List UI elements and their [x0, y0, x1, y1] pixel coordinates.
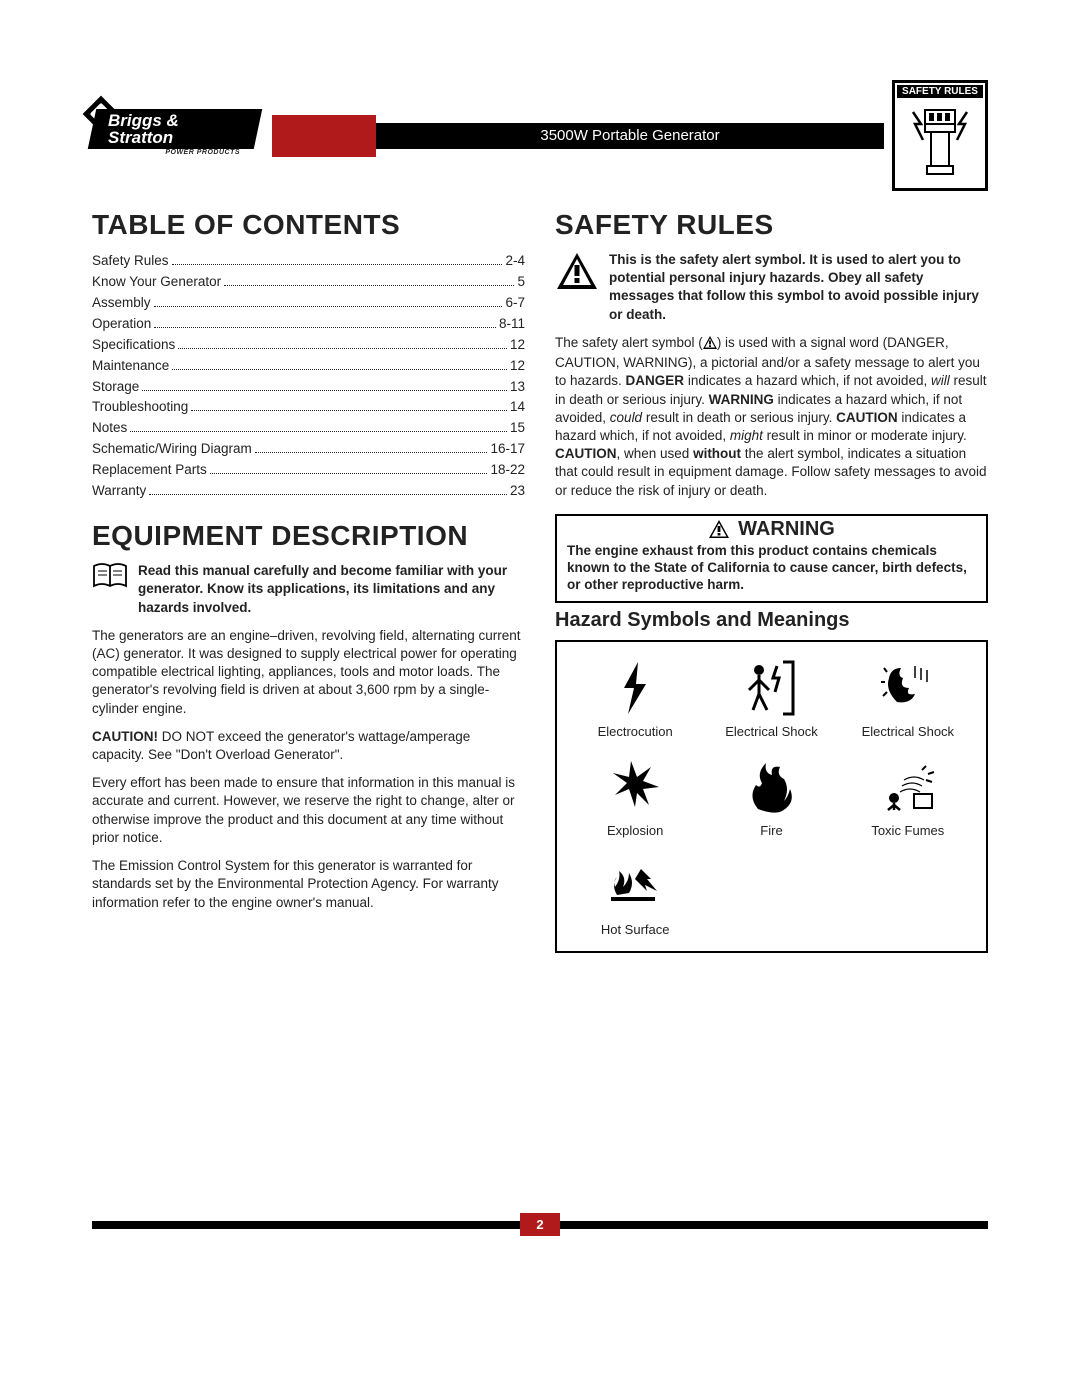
hazard-icon: [725, 658, 817, 718]
equipment-heading: EQUIPMENT DESCRIPTION: [92, 520, 525, 552]
hazard-icon: [746, 757, 796, 817]
equipment-p2: Every effort has been made to ensure tha…: [92, 774, 525, 847]
hazard-subheading: Hazard Symbols and Meanings: [555, 609, 988, 632]
inline-alert-icon: [703, 336, 717, 354]
page: Briggs & Stratton POWER PRODUCTS 3500W P…: [0, 0, 1080, 1276]
hazard-label: Fire: [746, 823, 796, 838]
footer-bar: 2: [92, 1213, 988, 1236]
equipment-p1: The generators are an engine–driven, rev…: [92, 627, 525, 718]
toc-label: Operation: [92, 314, 151, 335]
toc-label: Know Your Generator: [92, 272, 221, 293]
content-columns: TABLE OF CONTENTS Safety Rules2-4Know Yo…: [92, 209, 988, 953]
brand-name: Briggs & Stratton: [108, 112, 248, 146]
hazard-item: Electrical Shock: [862, 658, 954, 739]
toc-row: Troubleshooting 14: [92, 397, 525, 418]
toc-row: Specifications 12: [92, 335, 525, 356]
warning-body: The engine exhaust from this product con…: [557, 541, 986, 602]
hazard-item: Toxic Fumes: [871, 757, 944, 838]
toc-row: Replacement Parts 18-22: [92, 460, 525, 481]
hazard-item: Electrocution: [598, 658, 673, 739]
toc-row: Safety Rules 2-4: [92, 251, 525, 272]
hazard-label: Toxic Fumes: [871, 823, 944, 838]
hazard-label: Hot Surface: [601, 922, 670, 937]
open-book-icon: [92, 562, 128, 597]
warning-box: WARNING The engine exhaust from this pro…: [555, 514, 988, 604]
toc-label: Maintenance: [92, 356, 169, 377]
page-number: 2: [520, 1213, 559, 1236]
safety-alert-row: This is the safety alert symbol. It is u…: [555, 251, 988, 324]
toc-label: Schematic/Wiring Diagram: [92, 439, 252, 460]
hazard-label: Electrocution: [598, 724, 673, 739]
toc-page: 5: [517, 272, 525, 293]
toc-label: Replacement Parts: [92, 460, 207, 481]
equipment-p3: The Emission Control System for this gen…: [92, 857, 525, 912]
red-accent-block: [272, 115, 376, 157]
hazard-item: Fire: [746, 757, 796, 838]
toc-page: 15: [510, 418, 525, 439]
toc-label: Assembly: [92, 293, 151, 314]
toc-label: Storage: [92, 377, 139, 398]
toc-page: 16-17: [490, 439, 525, 460]
toc-row: Warranty 23: [92, 481, 525, 502]
toc-row: Maintenance 12: [92, 356, 525, 377]
hazard-item: Hot Surface: [601, 856, 670, 937]
warning-triangle-icon: [708, 519, 730, 539]
hazard-item: Explosion: [607, 757, 663, 838]
badge-title: SAFETY RULES: [897, 85, 983, 98]
toc-page: 6-7: [505, 293, 525, 314]
safety-alert-bold: This is the safety alert symbol. It is u…: [609, 252, 979, 322]
warning-header: WARNING: [557, 516, 986, 541]
hazard-icon: [607, 757, 663, 817]
hazard-icon: [862, 658, 954, 718]
toc-row: Assembly 6-7: [92, 293, 525, 314]
hazard-icon: [871, 757, 944, 817]
hazard-box: Electrocution Electrical Shock Electrical …: [555, 640, 988, 953]
hazard-item: Electrical Shock: [725, 658, 817, 739]
toc-label: Specifications: [92, 335, 175, 356]
document-title: 3500W Portable Generator: [376, 123, 884, 149]
toc-page: 2-4: [505, 251, 525, 272]
toc-label: Notes: [92, 418, 127, 439]
toc-label: Safety Rules: [92, 251, 169, 272]
toc-page: 13: [510, 377, 525, 398]
read-manual-row: Read this manual carefully and become fa…: [92, 562, 525, 617]
toc-page: 18-22: [490, 460, 525, 481]
safety-heading: SAFETY RULES: [555, 209, 988, 241]
toc-label: Warranty: [92, 481, 146, 502]
toc-page: 14: [510, 397, 525, 418]
hazard-label: Electrical Shock: [725, 724, 817, 739]
hazard-label: Electrical Shock: [862, 724, 954, 739]
toc-page: 23: [510, 481, 525, 502]
generator-icon: [905, 102, 975, 182]
header-row: Briggs & Stratton POWER PRODUCTS 3500W P…: [92, 80, 988, 191]
right-column: SAFETY RULES This is the safety alert sy…: [555, 209, 988, 953]
hazard-label: Explosion: [607, 823, 663, 838]
toc-page: 12: [510, 356, 525, 377]
toc-row: Know Your Generator 5: [92, 272, 525, 293]
toc-row: Notes 15: [92, 418, 525, 439]
hazard-icon: [601, 856, 670, 916]
safety-body-paragraph: The safety alert symbol () is used with …: [555, 334, 988, 500]
toc-label: Troubleshooting: [92, 397, 188, 418]
alert-triangle-icon: [555, 251, 599, 296]
toc-page: 12: [510, 335, 525, 356]
toc-row: Storage 13: [92, 377, 525, 398]
caution-lead: CAUTION!: [92, 729, 158, 744]
warning-label: WARNING: [738, 518, 835, 541]
read-manual-text: Read this manual carefully and become fa…: [138, 563, 507, 614]
toc-row: Operation 8-11: [92, 314, 525, 335]
safety-rules-badge: SAFETY RULES: [892, 80, 988, 191]
toc-heading: TABLE OF CONTENTS: [92, 209, 525, 241]
brand-logo: Briggs & Stratton POWER PRODUCTS: [92, 109, 258, 163]
equipment-caution: CAUTION! DO NOT exceed the generator's w…: [92, 728, 525, 764]
left-column: TABLE OF CONTENTS Safety Rules2-4Know Yo…: [92, 209, 525, 953]
brand-subtitle: POWER PRODUCTS: [92, 149, 258, 156]
hazard-icon: [598, 658, 673, 718]
toc-row: Schematic/Wiring Diagram 16-17: [92, 439, 525, 460]
toc-page: 8-11: [499, 314, 525, 335]
table-of-contents: Safety Rules2-4Know Your Generator5Assem…: [92, 251, 525, 502]
